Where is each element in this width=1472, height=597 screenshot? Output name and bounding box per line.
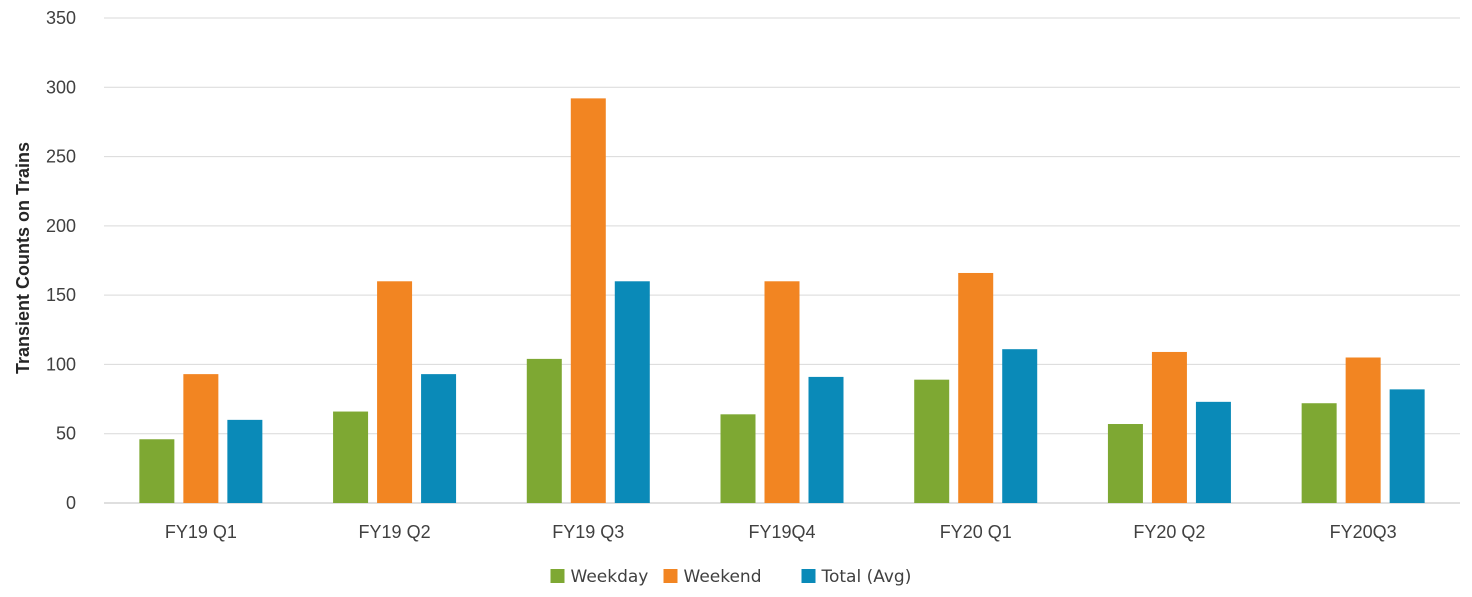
bar-total-avg [1002,349,1038,503]
y-tick-label: 150 [46,285,76,305]
legend-label: Total (Avg) [821,567,912,587]
x-tick-label: FY20Q3 [1330,522,1397,542]
bar-weekday [526,358,562,503]
legend-label: Weekday [571,567,649,587]
legend-swatch [550,569,565,583]
x-tick-label: FY20 Q2 [1133,522,1205,542]
bar-weekday [914,379,950,503]
bar-weekend [570,98,606,503]
bar-weekend [377,281,413,503]
legend-swatch [801,569,816,583]
x-tick-label: FY19 Q2 [359,522,431,542]
bar-total-avg [808,376,844,503]
y-axis-title: Transient Counts on Trains [13,142,33,374]
bar-total-avg [614,281,650,503]
bar-weekday [139,439,175,503]
bar-total-avg [421,374,457,503]
x-tick-label: FY19 Q3 [552,522,624,542]
bar-total-avg [227,419,263,503]
y-tick-label: 250 [46,147,76,167]
y-tick-label: 300 [46,77,76,97]
y-tick-label: 200 [46,216,76,236]
x-axis-tick-labels: FY19 Q1 FY19 Q2 FY19 Q3 FY19Q4 FY20 Q1 FY20 Q… [165,522,1397,542]
bar-weekday [1301,403,1337,503]
bar-weekday [720,414,756,503]
x-tick-label: FY19 Q1 [165,522,237,542]
legend: Weekday Weekend Total (Avg) [550,567,912,587]
y-tick-label: 100 [46,354,76,374]
bar-total-avg [1389,389,1425,503]
x-tick-label: FY19Q4 [748,522,815,542]
bar-weekend [1151,351,1187,503]
y-axis-tick-labels: 0 50 100 150 200 250 300 350 [46,8,76,513]
legend-label: Weekend [684,567,762,587]
legend-swatch [663,569,678,583]
bars [139,98,1425,503]
bar-weekend [764,281,800,503]
bar-weekend [1345,357,1381,503]
bar-weekday [333,411,369,503]
bar-total-avg [1195,401,1231,503]
bar-weekend [183,374,219,503]
y-tick-label: 350 [46,8,76,28]
y-tick-label: 50 [56,424,76,444]
bar-weekday [1107,424,1143,503]
y-tick-label: 0 [66,493,76,513]
bar-weekend [958,272,994,503]
x-tick-label: FY20 Q1 [940,522,1012,542]
